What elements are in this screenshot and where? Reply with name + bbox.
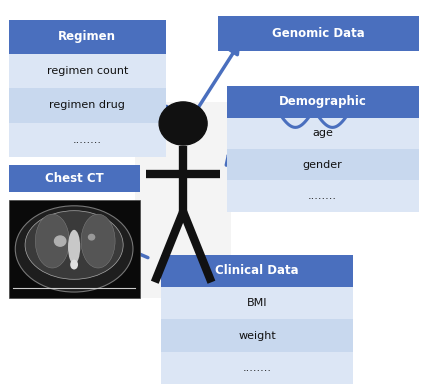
Circle shape bbox=[54, 236, 66, 246]
FancyBboxPatch shape bbox=[161, 287, 353, 319]
Ellipse shape bbox=[15, 206, 133, 292]
Text: regimen drug: regimen drug bbox=[49, 100, 125, 111]
Text: Regimen: Regimen bbox=[58, 30, 116, 43]
Text: age: age bbox=[312, 128, 333, 138]
FancyBboxPatch shape bbox=[9, 54, 166, 88]
FancyBboxPatch shape bbox=[227, 180, 419, 212]
Text: Clinical Data: Clinical Data bbox=[215, 265, 299, 278]
FancyBboxPatch shape bbox=[9, 200, 140, 298]
Text: ........: ........ bbox=[308, 191, 337, 201]
Text: BMI: BMI bbox=[247, 298, 268, 309]
FancyBboxPatch shape bbox=[161, 255, 353, 287]
Ellipse shape bbox=[35, 214, 69, 268]
Text: Chest CT: Chest CT bbox=[45, 172, 103, 185]
FancyBboxPatch shape bbox=[9, 20, 166, 54]
Text: Demographic: Demographic bbox=[279, 95, 367, 109]
Ellipse shape bbox=[25, 211, 123, 279]
FancyBboxPatch shape bbox=[9, 122, 166, 157]
Text: weight: weight bbox=[238, 330, 276, 341]
FancyBboxPatch shape bbox=[227, 86, 419, 118]
FancyBboxPatch shape bbox=[9, 165, 140, 192]
Ellipse shape bbox=[68, 230, 80, 264]
FancyBboxPatch shape bbox=[218, 16, 419, 51]
FancyBboxPatch shape bbox=[227, 149, 419, 180]
Text: regimen count: regimen count bbox=[47, 66, 128, 76]
Text: ........: ........ bbox=[243, 363, 272, 373]
Circle shape bbox=[159, 102, 207, 145]
Circle shape bbox=[89, 234, 95, 240]
FancyBboxPatch shape bbox=[227, 118, 419, 149]
Text: ........: ........ bbox=[73, 134, 102, 145]
FancyBboxPatch shape bbox=[161, 352, 353, 384]
FancyBboxPatch shape bbox=[9, 88, 166, 122]
Ellipse shape bbox=[81, 214, 115, 268]
Text: Genomic Data: Genomic Data bbox=[272, 27, 364, 40]
FancyBboxPatch shape bbox=[135, 102, 231, 298]
Text: gender: gender bbox=[303, 160, 343, 170]
FancyBboxPatch shape bbox=[161, 319, 353, 352]
Ellipse shape bbox=[70, 260, 78, 270]
